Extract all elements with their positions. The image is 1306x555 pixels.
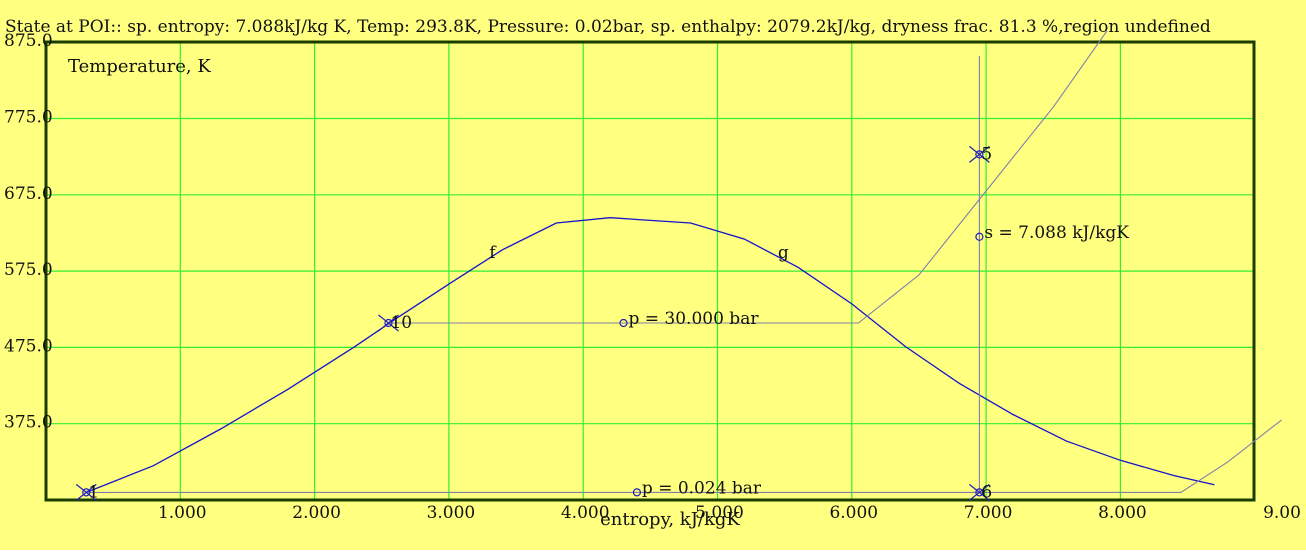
y-tick-label: 375.0 (4, 413, 53, 433)
x-tick-label: 1.000 (158, 503, 207, 523)
x-tick-label: 2.000 (292, 503, 341, 523)
annotation-marker (632, 488, 642, 497)
state-point-label: 6 (981, 482, 992, 502)
y-tick-label: 475.0 (4, 336, 53, 356)
state-point-cross-b (969, 145, 990, 163)
dome-branch-label: f (489, 243, 497, 263)
x-tick-label: 4.000 (561, 503, 610, 523)
state-point-cross-b (75, 483, 97, 501)
grid-layer (46, 42, 1254, 500)
x-tick-label: 5.000 (695, 503, 744, 523)
annotation-label: p = 0.024 bar (642, 478, 762, 498)
plot-frame (44, 40, 1256, 502)
annotation-label: s = 7.088 kJ/kgK (984, 223, 1129, 243)
y-tick-label: 775.0 (4, 108, 53, 128)
annotation-marker (619, 318, 628, 328)
x-tick-label: 9.00 (1263, 503, 1301, 523)
dome-branch-label: g (778, 243, 789, 263)
state-point-label: 5 (981, 144, 992, 164)
state-point-circle (82, 488, 91, 497)
label-layer: 1.000 2.000 3.000 4.000 5.000 6.000 7.000 8.000… (4, 31, 1301, 523)
y-tick-label: 875.0 (4, 31, 53, 51)
state-point-label: 1 (88, 482, 99, 502)
saturation-dome-line (86, 217, 1215, 494)
x-tick-label: 7.000 (964, 503, 1013, 523)
x-tick-label: 6.000 (829, 503, 878, 523)
status-line: State at POI:: sp. entropy: 7.088kJ/kg K… (5, 17, 1211, 37)
x-axis-label: entropy, kJ/kgK (600, 509, 740, 530)
state-point-circle (975, 150, 984, 159)
isobar-line (388, 30, 1108, 324)
y-axis-label: Temperature, K (68, 56, 211, 77)
marker-layer (75, 145, 990, 501)
annotation-marker (975, 232, 984, 241)
state-point-circle (384, 318, 393, 328)
y-tick-label: 575.0 (4, 260, 53, 280)
annotation-label: p = 30.000 bar (628, 309, 759, 329)
state-point-cross-b (378, 314, 399, 332)
state-point-circle (975, 488, 984, 497)
x-tick-label: 3.000 (427, 503, 476, 523)
state-point-cross-b (969, 483, 990, 501)
x-tick-label: 8.000 (1098, 503, 1147, 523)
state-point-label: 10 (390, 313, 412, 333)
y-tick-label: 675.0 (4, 184, 53, 204)
